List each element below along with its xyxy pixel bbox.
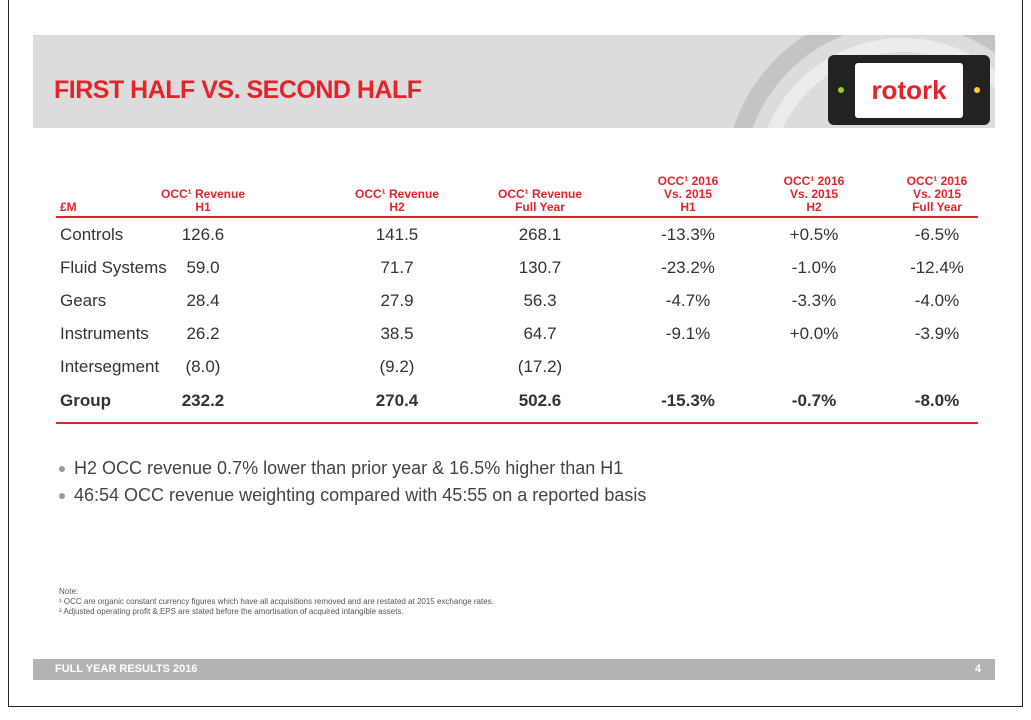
row-label: Instruments	[60, 324, 149, 343]
table-cell: 56.3	[523, 291, 557, 310]
table-cell: -3.9%	[914, 324, 960, 343]
table-cell: -9.1%	[665, 324, 711, 343]
row-label: Controls	[60, 225, 124, 244]
header-rule	[56, 216, 978, 218]
table-cell: 130.7	[518, 258, 562, 277]
table-cell: 71.7	[380, 258, 414, 277]
slide-frame	[8, 0, 1023, 707]
logo-text: rotork	[871, 75, 947, 105]
table-cell: -8.0%	[914, 391, 960, 410]
column-header: H1	[680, 200, 696, 214]
table-cell: -12.4%	[910, 258, 964, 277]
column-header: Vs. 2015	[789, 187, 839, 201]
table-cell: -3.3%	[791, 291, 837, 310]
table-cell: (8.0)	[185, 357, 221, 376]
table-cell: 232.2	[181, 391, 225, 410]
table-cell: 59.0	[186, 258, 220, 277]
bullet-text: H2 OCC revenue 0.7% lower than prior yea…	[74, 458, 624, 478]
column-header: Full Year	[515, 200, 565, 214]
column-header: OCC¹ Revenue	[497, 187, 583, 201]
column-header: OCC¹ 2016	[783, 174, 845, 188]
bottom-rule	[56, 422, 978, 424]
led	[974, 87, 980, 93]
footer-text: FULL YEAR RESULTS 2016	[55, 663, 198, 675]
table-cell: +0.0%	[789, 324, 839, 343]
title: FIRST HALF VS. SECOND HALF	[54, 76, 422, 104]
bullet-dot	[59, 466, 65, 472]
column-header: OCC¹ Revenue	[160, 187, 246, 201]
row-label: Group	[60, 391, 111, 410]
column-header: Vs. 2015	[912, 187, 962, 201]
table-cell: 126.6	[181, 225, 225, 244]
table-cell: 26.2	[186, 324, 220, 343]
bullet-dot	[59, 493, 65, 499]
table-cell: -15.3%	[661, 391, 715, 410]
table-cell: +0.5%	[789, 225, 839, 244]
table-cell: 28.4	[186, 291, 220, 310]
table-cell: -0.7%	[791, 391, 837, 410]
column-header: Full Year	[912, 200, 962, 214]
row-label: Gears	[60, 291, 107, 310]
logo-art: rotork	[733, 35, 995, 128]
table-cell: (9.2)	[379, 357, 415, 376]
table-cell: 64.7	[523, 324, 557, 343]
page-number: 4	[974, 663, 981, 675]
table-cell: 502.6	[518, 391, 562, 410]
table-cell: -13.3%	[661, 225, 715, 244]
logo-box	[855, 63, 963, 118]
table-cell: -23.2%	[661, 258, 715, 277]
header-band: rotork	[33, 35, 995, 128]
table-cell: 268.1	[518, 225, 562, 244]
table-cell: 141.5	[375, 225, 419, 244]
table-cell: 38.5	[380, 324, 414, 343]
column-header: OCC¹ 2016	[657, 174, 719, 188]
note: Note:	[59, 587, 79, 596]
column-header: Vs. 2015	[663, 187, 713, 201]
column-header: OCC¹ Revenue	[354, 187, 440, 201]
column-header: H2	[806, 200, 822, 214]
column-header: H1	[195, 200, 211, 214]
bullet-text: 46:54 OCC revenue weighting compared wit…	[74, 485, 647, 505]
table-cell: -6.5%	[914, 225, 960, 244]
note: ¹ OCC are organic constant currency figu…	[59, 597, 494, 606]
table-cell: 27.9	[380, 291, 414, 310]
decor	[767, 38, 995, 128]
footer-bar: FULL YEAR RESULTS 2016 4	[33, 659, 995, 680]
led	[838, 87, 844, 93]
column-header: £M	[60, 200, 77, 214]
row-label: Fluid Systems	[60, 258, 167, 277]
column-header: H2	[389, 200, 405, 214]
note: ² Adjusted operating profit & EPS are st…	[59, 607, 404, 616]
column-header: OCC¹ 2016	[906, 174, 968, 188]
table-cell: -4.0%	[914, 291, 960, 310]
table-cell: -1.0%	[791, 258, 837, 277]
table-cell: 270.4	[375, 391, 419, 410]
table-cell: -4.7%	[665, 291, 711, 310]
row-label: Intersegment	[60, 357, 160, 376]
table-cell: (17.2)	[517, 357, 563, 376]
